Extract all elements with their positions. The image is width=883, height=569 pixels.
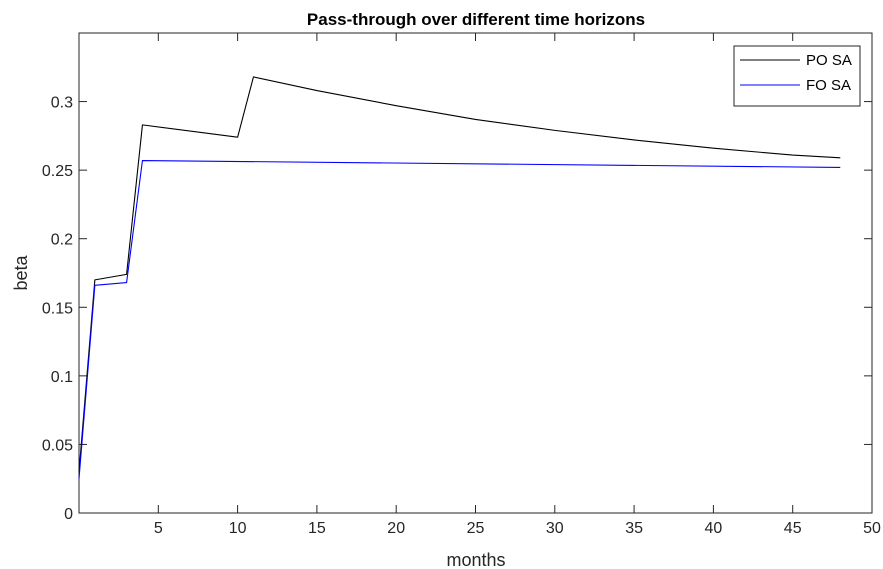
x-tick-label: 35 [625, 520, 643, 537]
x-tick-label: 5 [154, 520, 163, 537]
y-tick-label: 0.3 [51, 95, 73, 112]
legend-entry-label: PO SA [806, 52, 852, 69]
y-tick-label: 0 [64, 506, 73, 523]
series-line-fo-sa [78, 159, 841, 479]
x-tick-label: 45 [784, 520, 802, 537]
x-tick-label: 20 [387, 520, 405, 537]
y-tick-label: 0.15 [42, 300, 73, 317]
x-tick-label: 50 [863, 520, 881, 537]
legend-box [733, 45, 861, 107]
chart-title: Pass-through over different time horizon… [307, 10, 645, 29]
x-tick-label: 30 [546, 520, 564, 537]
x-tick-label: 10 [229, 520, 247, 537]
series-layer [78, 76, 841, 479]
y-tick-label: 0.2 [51, 232, 73, 249]
y-tick-label: 0.05 [42, 437, 73, 454]
y-axis: 0 0.05 0.1 0.15 0.2 0.25 0.3 [42, 95, 872, 523]
y-tick-label: 0.1 [51, 369, 73, 386]
x-tick-label: 25 [467, 520, 485, 537]
series-line-po-sa [78, 76, 841, 472]
y-tick-label: 0.25 [42, 163, 73, 180]
y-axis-label: beta [11, 255, 31, 291]
x-tick-label: 40 [705, 520, 723, 537]
x-axis-label: months [446, 550, 505, 569]
plot-area [78, 32, 873, 514]
legend: PO SA FO SA [733, 45, 861, 107]
legend-entry-label: FO SA [806, 77, 851, 94]
x-axis: 5 10 15 20 25 30 35 40 45 50 [154, 33, 881, 537]
x-tick-label: 15 [308, 520, 326, 537]
